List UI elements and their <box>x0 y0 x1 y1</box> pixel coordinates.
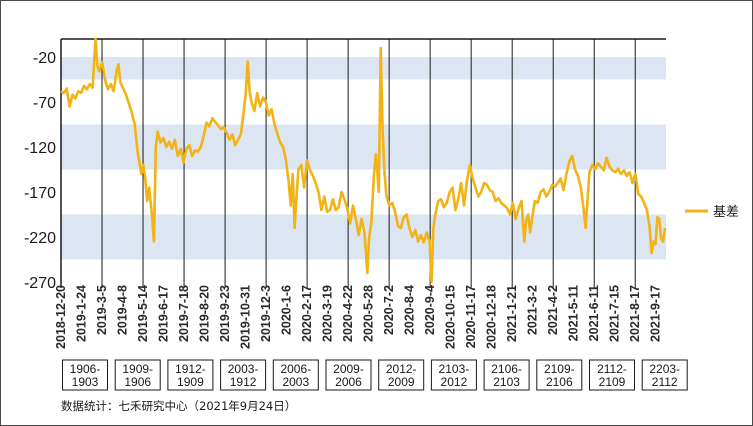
contract-boxes: 1906-19031909-19061912-19092003-19122006… <box>62 359 688 391</box>
contract-box-line1: 1909- <box>122 362 153 376</box>
contract-box-border <box>272 359 319 391</box>
x-tick-label: 2021-4-2 <box>546 285 560 335</box>
contract-box-line1: 2109- <box>544 362 575 376</box>
series-line-basis <box>60 37 667 284</box>
y-tick-label: -220 <box>24 230 56 247</box>
x-tick-label: 2019-4-8 <box>116 285 130 335</box>
grid-band-1 <box>61 124 666 170</box>
y-tick-label: -270 <box>24 275 56 292</box>
x-tick-label: 2020-3-19 <box>321 285 335 342</box>
contract-box: 2106-2103 <box>483 359 530 391</box>
contract-box-line2: 2109 <box>599 375 626 389</box>
x-tick-label: 2021-6-11 <box>587 285 601 341</box>
y-axis-ticks: -20 -70 -120 -170 -220 -270 <box>24 50 56 292</box>
x-tick-label: 2021-7-15 <box>608 285 622 342</box>
contract-box-line2: 2009 <box>388 375 415 389</box>
y-tick-label: -170 <box>24 185 56 202</box>
contract-box-border <box>536 359 583 391</box>
contract-box: 2203-2112 <box>641 359 688 391</box>
contract-box: 2003-1912 <box>220 359 267 391</box>
contract-box-line1: 2103- <box>439 362 470 376</box>
contract-box-line1: 2006- <box>280 362 311 376</box>
contract-box: 2112-2109 <box>589 359 635 391</box>
x-tick-label: 2020-11-17 <box>464 285 478 348</box>
x-tick-label: 2019-3-5 <box>95 285 109 335</box>
legend: 基差 <box>685 205 739 220</box>
contract-box: 1909-1906 <box>114 359 161 391</box>
contract-box-border <box>430 359 477 391</box>
x-tick-label: 2020-2-17 <box>300 285 314 342</box>
x-tick-label: 2020-5-28 <box>362 285 376 342</box>
x-tick-label: 2020-9-4 <box>423 285 437 335</box>
contract-box-line1: 2203- <box>649 362 680 376</box>
contract-box-line1: 2106- <box>491 362 522 376</box>
contract-box: 2109-2106 <box>536 359 583 391</box>
x-tick-label: 2019-5-14 <box>136 285 150 342</box>
y-tick-label: -120 <box>24 140 56 157</box>
contract-box-line1: 2003- <box>228 362 259 376</box>
x-tick-label: 2020-12-18 <box>485 285 499 349</box>
x-tick-label: 2020-10-15 <box>444 285 458 349</box>
x-tick-label: 2021-5-11 <box>567 285 581 341</box>
contract-box: 2103-2012 <box>430 359 477 391</box>
contract-box-line2: 1903 <box>72 375 99 389</box>
contract-box-line2: 2012 <box>441 375 468 389</box>
x-tick-label: 2019-8-20 <box>198 285 212 342</box>
contract-box-line2: 2003 <box>282 375 309 389</box>
x-tick-label: 2020-4-22 <box>341 285 355 342</box>
contract-box-border <box>325 359 372 391</box>
contract-box: 2009-2006 <box>325 359 372 391</box>
contract-box-line2: 2006 <box>335 375 362 389</box>
x-tick-label: 2021-8-17 <box>628 285 642 342</box>
contract-box-line2: 1909 <box>177 375 204 389</box>
contract-box-line1: 2012- <box>386 362 417 376</box>
x-tick-label: 2019-1-24 <box>75 285 89 342</box>
contract-box-border <box>114 359 161 391</box>
x-tick-label: 2021-3-2 <box>526 285 540 335</box>
x-tick-label: 2018-12-20 <box>54 285 68 349</box>
contract-box-line1: 1906- <box>70 362 101 376</box>
y-tick-label: -20 <box>33 50 56 67</box>
y-tick-label: -70 <box>33 95 56 112</box>
source-note: 数据统计：七禾研究中心（2021年9月24日） <box>61 399 296 413</box>
contract-box-line1: 2009- <box>333 362 364 376</box>
grid-bands <box>61 57 666 260</box>
contract-box-border <box>589 359 635 391</box>
contract-box-border <box>167 359 214 391</box>
x-tick-label: 2019-7-18 <box>177 285 191 342</box>
x-tick-label: 2020-7-2 <box>382 285 396 335</box>
contract-box-line2: 2103 <box>493 375 520 389</box>
contract-box: 1912-1909 <box>167 359 214 391</box>
contract-box-border <box>62 359 108 391</box>
contract-box-border <box>378 359 425 391</box>
legend-label: 基差 <box>713 205 739 220</box>
x-tick-label: 2020-8-4 <box>403 285 417 335</box>
contract-box-border <box>483 359 530 391</box>
x-axis-ticks: 2018-12-20 2019-1-24 2019-3-5 2019-4-8 2019-… <box>54 285 663 349</box>
contract-box: 1906-1903 <box>62 359 108 391</box>
x-tick-label: 2021-9-17 <box>649 285 663 342</box>
contract-box-line2: 1912 <box>230 375 257 389</box>
x-tick-label: 2019-12-3 <box>259 285 273 342</box>
contract-box: 2006-2003 <box>272 359 319 391</box>
contract-box-line1: 1912- <box>175 362 206 376</box>
contract-box-line2: 2106 <box>546 375 573 389</box>
contract-box-line2: 2112 <box>652 375 678 389</box>
x-tick-label: 2019-6-17 <box>157 285 171 342</box>
contract-box-line1: 2112- <box>597 362 627 376</box>
grid-band-0 <box>61 57 666 80</box>
contract-box: 2012-2009 <box>378 359 425 391</box>
contract-box-border <box>641 359 688 391</box>
contract-box-border <box>220 359 267 391</box>
contract-box-line2: 1906 <box>124 375 151 389</box>
x-tick-label: 2020-1-6 <box>280 285 294 335</box>
x-tick-label: 2019-9-23 <box>218 285 232 342</box>
x-tick-label: 2021-1-21 <box>505 285 519 342</box>
x-tick-label: 2019-10-31 <box>239 285 253 349</box>
